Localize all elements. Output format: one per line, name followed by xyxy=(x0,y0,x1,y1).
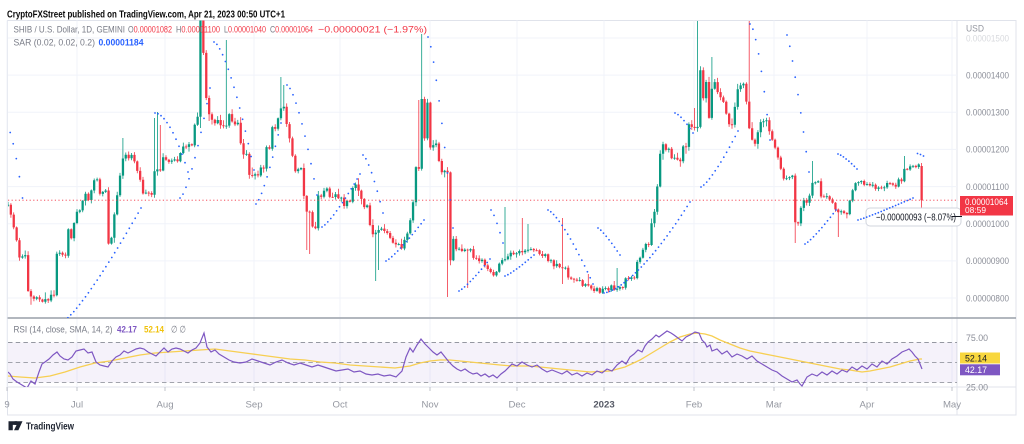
svg-text:0.00000900: 0.00000900 xyxy=(966,256,1009,266)
svg-text:0.00000800: 0.00000800 xyxy=(966,293,1009,303)
svg-text:0.00001184: 0.00001184 xyxy=(99,38,145,49)
svg-text:∅ ∅: ∅ ∅ xyxy=(171,325,186,336)
svg-text:Oct: Oct xyxy=(333,400,348,411)
svg-text:SAR (0.02, 0.02, 0.2): SAR (0.02, 0.02, 0.2) xyxy=(14,38,96,49)
svg-text:Mar: Mar xyxy=(766,400,783,411)
svg-text:0.00001200: 0.00001200 xyxy=(966,145,1009,155)
svg-text:9: 9 xyxy=(4,400,9,411)
svg-text:25.00: 25.00 xyxy=(966,382,988,392)
svg-text:2023: 2023 xyxy=(593,400,614,411)
svg-text:0.00001500: 0.00001500 xyxy=(966,34,1009,44)
svg-text:Nov: Nov xyxy=(421,400,438,411)
svg-text:SHIB / U.S. Dollar, 1D, GEMINI: SHIB / U.S. Dollar, 1D, GEMINI xyxy=(14,25,126,36)
svg-text:May: May xyxy=(943,400,961,411)
svg-text:75.00: 75.00 xyxy=(966,333,988,343)
svg-text:Apr: Apr xyxy=(860,400,876,411)
svg-text:RSI (14, close, SMA, 14, 2): RSI (14, close, SMA, 14, 2) xyxy=(14,325,113,336)
svg-text:H0.00001100: H0.00001100 xyxy=(176,25,220,36)
svg-text:−0.00000021 (−1.97%): −0.00000021 (−1.97%) xyxy=(318,25,427,36)
svg-text:0.00001000: 0.00001000 xyxy=(966,219,1009,229)
svg-text:Sep: Sep xyxy=(245,400,262,411)
svg-text:0.00001100: 0.00001100 xyxy=(966,182,1009,192)
svg-text:Jul: Jul xyxy=(71,400,83,411)
svg-text:Feb: Feb xyxy=(686,400,703,411)
svg-text:52.14: 52.14 xyxy=(965,353,987,363)
svg-text:42.17: 42.17 xyxy=(117,325,137,336)
svg-text:L0.00001040: L0.00001040 xyxy=(224,25,266,36)
svg-text:Dec: Dec xyxy=(508,400,525,411)
svg-text:CryptoFXStreet published on Tr: CryptoFXStreet published on TradingView.… xyxy=(7,10,285,21)
svg-text:42.17: 42.17 xyxy=(965,365,987,375)
svg-text:O0.00001082: O0.00001082 xyxy=(128,25,172,36)
svg-text:52.14: 52.14 xyxy=(144,325,165,336)
svg-text:−0.00000093 (−8.07%): −0.00000093 (−8.07%) xyxy=(876,213,956,224)
svg-text:0.00001400: 0.00001400 xyxy=(966,70,1009,80)
svg-text:0.00001300: 0.00001300 xyxy=(966,108,1009,118)
svg-text:TradingView: TradingView xyxy=(26,422,75,433)
svg-text:C0.00001064: C0.00001064 xyxy=(270,25,313,36)
svg-text:USD: USD xyxy=(966,24,984,34)
svg-text:0.00001064: 0.00001064 xyxy=(965,197,1008,207)
svg-text:Aug: Aug xyxy=(156,400,173,411)
svg-text:08:59: 08:59 xyxy=(965,205,986,215)
